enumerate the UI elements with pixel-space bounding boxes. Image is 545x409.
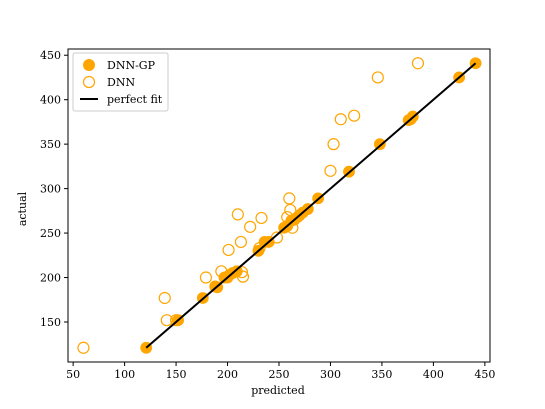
dnn-point [244, 220, 257, 233]
dnn-point [199, 271, 213, 284]
y-tick-label: 300 [40, 183, 61, 196]
dnn-point [158, 291, 171, 305]
plot-area [67, 48, 491, 363]
dnn-point [222, 243, 235, 257]
x-tick-label: 250 [269, 368, 290, 381]
legend-box [72, 52, 169, 112]
y-tick-label: 400 [40, 94, 61, 107]
dnn-gp-point [230, 265, 243, 278]
dnn-point [255, 211, 268, 225]
x-tick-label: 350 [371, 368, 392, 381]
dnn-gp-point [373, 138, 386, 151]
x-tick-label: 300 [320, 368, 341, 381]
legend-label: perfect fit [107, 93, 163, 106]
dnn-point [231, 208, 244, 221]
x-axis-title: predicted [251, 384, 305, 397]
legend: DNN-GP DNN perfect fit [72, 52, 169, 112]
y-tick-label: 200 [40, 272, 61, 285]
y-axis: 150 200 250 300 350 400 450 [40, 49, 68, 329]
x-tick-label: 100 [114, 368, 135, 381]
x-tick-label: 200 [217, 368, 238, 381]
x-tick-label: 150 [166, 368, 187, 381]
dnn-point [348, 109, 361, 122]
perfect-fit-line [145, 62, 477, 349]
y-tick-label: 450 [40, 49, 61, 62]
dnn-point [324, 164, 337, 177]
dnn-point [77, 341, 90, 354]
y-axis-title: actual [16, 191, 29, 226]
legend-label: DNN [107, 76, 135, 89]
dnn-point [334, 113, 347, 126]
dnn-point [234, 235, 248, 249]
dnn-point [371, 71, 384, 84]
dnn-point [411, 57, 425, 70]
dnn-point [283, 192, 296, 205]
y-tick-label: 350 [40, 138, 61, 151]
y-tick-label: 250 [40, 227, 61, 240]
x-tick-label: 400 [423, 368, 444, 381]
y-tick-label: 150 [40, 316, 61, 329]
x-tick-label: 50 [66, 368, 80, 381]
legend-marker-dnn-gp [83, 59, 95, 71]
legend-label: DNN-GP [107, 59, 156, 72]
legend-marker-dnn [82, 75, 96, 89]
x-axis: 50 100 150 200 250 300 350 400 450 [66, 362, 495, 381]
x-tick-label: 450 [474, 368, 495, 381]
dnn-point [327, 138, 340, 151]
